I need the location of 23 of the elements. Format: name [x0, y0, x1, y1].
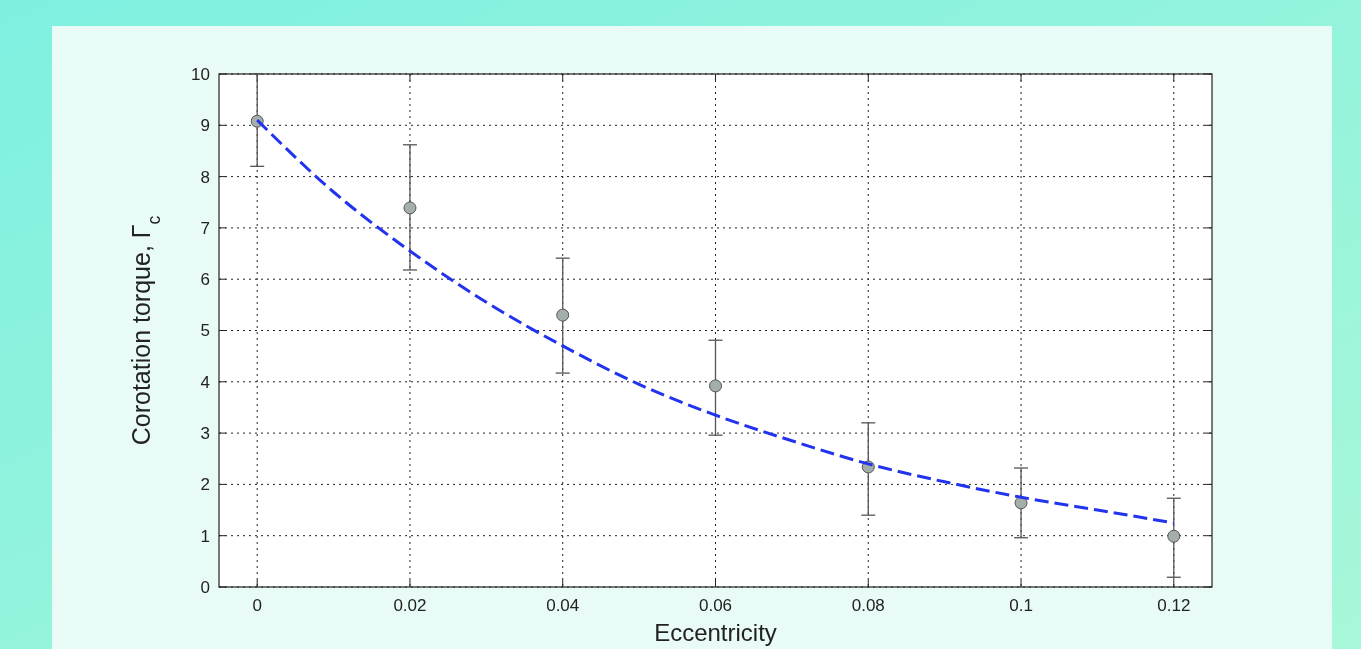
point [1167, 529, 1181, 543]
x-tick-label: 0.02 [393, 596, 427, 615]
x-tick-label: 0.12 [1157, 596, 1191, 615]
x-tick-label: 0.1 [1009, 596, 1033, 615]
y-tick-label: 0 [200, 577, 210, 597]
point [556, 308, 570, 322]
y-tick-label: 3 [200, 424, 210, 444]
y-tick-label: 2 [200, 475, 210, 495]
x-tick-label: 0 [252, 596, 262, 615]
y-tick-label: 8 [200, 167, 210, 187]
point [709, 379, 722, 393]
y-tick-label: 5 [200, 321, 210, 341]
y-tick-label: 7 [200, 218, 210, 238]
y-tick-label: 6 [200, 270, 210, 290]
x-tick-label: 0.04 [546, 596, 580, 615]
y-tick-label: 4 [200, 372, 210, 392]
x-tick-label: 0.08 [851, 596, 885, 615]
y-tick-label: 9 [200, 116, 210, 136]
y-tick-label: 10 [191, 64, 210, 84]
y-tick-label: 1 [200, 526, 210, 546]
x-tick-label: 0.06 [698, 596, 733, 615]
point [403, 201, 417, 215]
x-axis-title: Eccentricity [654, 619, 777, 646]
